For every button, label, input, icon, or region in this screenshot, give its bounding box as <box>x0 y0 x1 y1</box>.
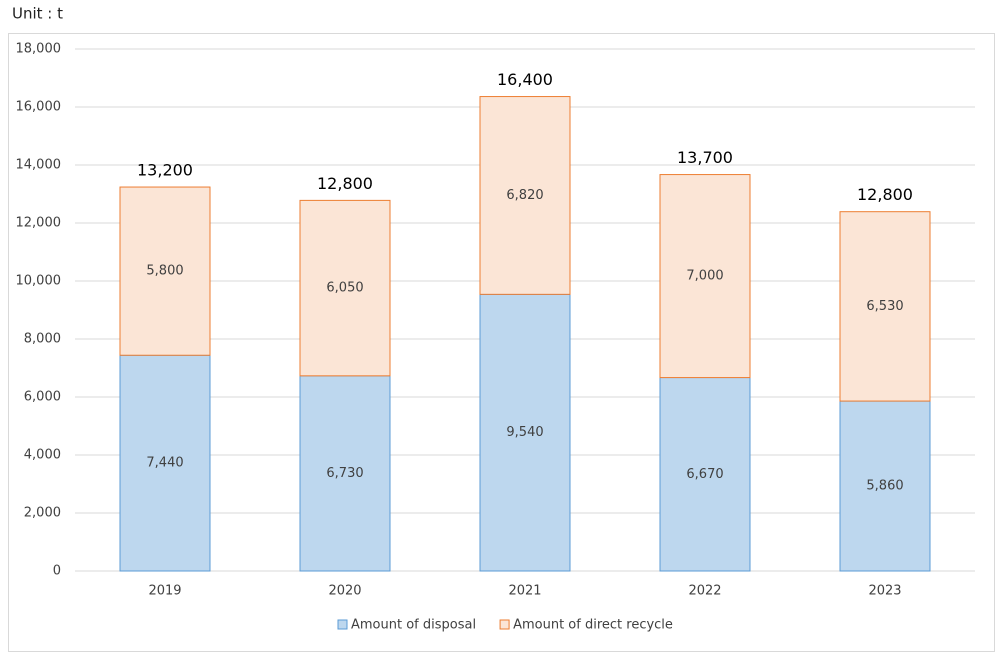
value-label: 6,050 <box>326 281 363 296</box>
bar-segment <box>299 199 391 377</box>
x-tick-label: 2020 <box>328 584 361 599</box>
value-label: 7,000 <box>686 269 723 284</box>
unit-label: Unit : t <box>12 5 63 23</box>
bar-segment <box>479 96 571 295</box>
value-label: 5,860 <box>866 479 903 494</box>
legend-label: Amount of direct recycle <box>513 618 673 633</box>
value-label: 5,800 <box>146 264 183 279</box>
y-tick-label: 6,000 <box>24 390 61 405</box>
total-label: 12,800 <box>857 185 913 204</box>
bar-segment <box>839 400 931 572</box>
y-tick-label: 12,000 <box>16 216 62 231</box>
total-label: 13,700 <box>677 148 733 167</box>
bar-segment <box>839 211 931 402</box>
bar-segment <box>659 377 751 572</box>
y-tick-label: 8,000 <box>24 332 61 347</box>
legend-label: Amount of disposal <box>351 618 476 633</box>
value-label: 6,670 <box>686 467 723 482</box>
y-tick-label: 14,000 <box>16 158 62 173</box>
total-label: 12,800 <box>317 174 373 193</box>
bar-segment <box>479 293 571 572</box>
bar-segment <box>119 354 211 572</box>
value-label: 6,820 <box>506 188 543 203</box>
legend-swatch <box>499 619 510 630</box>
value-label: 9,540 <box>506 425 543 440</box>
value-label: 6,730 <box>326 466 363 481</box>
total-label: 13,200 <box>137 161 193 180</box>
value-label: 7,440 <box>146 456 183 471</box>
bar-segment <box>659 174 751 379</box>
legend-swatch <box>337 619 348 630</box>
x-tick-label: 2021 <box>508 584 541 599</box>
y-tick-label: 10,000 <box>16 274 62 289</box>
y-tick-label: 2,000 <box>24 506 61 521</box>
y-tick-label: 4,000 <box>24 448 61 463</box>
bar-segment <box>119 186 211 356</box>
y-tick-label: 18,000 <box>16 42 62 57</box>
y-tick-label: 0 <box>53 564 61 579</box>
y-tick-label: 16,000 <box>16 100 62 115</box>
bar-segment <box>299 375 391 572</box>
x-tick-label: 2023 <box>868 584 901 599</box>
x-tick-label: 2022 <box>688 584 721 599</box>
value-label: 6,530 <box>866 299 903 314</box>
total-label: 16,400 <box>497 70 553 89</box>
x-tick-label: 2019 <box>148 584 181 599</box>
